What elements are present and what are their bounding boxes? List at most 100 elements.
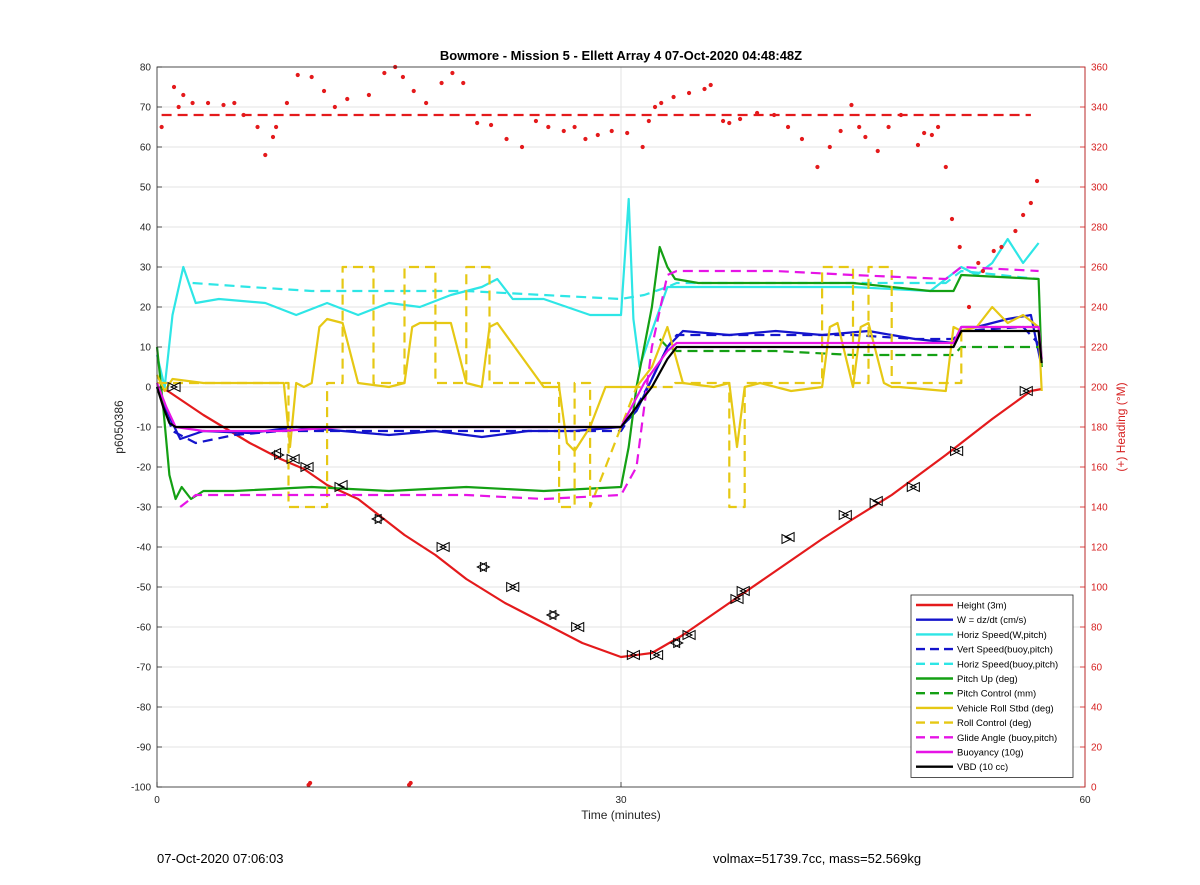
series-vehicle-roll-stbd-deg: [156, 305, 1043, 453]
series-horiz-speed-buoy-pitch: [192, 269, 1039, 301]
x-tick-label: 30: [615, 795, 627, 806]
series-buoyancy-10g: [155, 325, 1043, 433]
y-tick-label-left: -100: [131, 783, 151, 794]
heading-point: [849, 102, 854, 108]
y-tick-label-left: 80: [140, 63, 152, 74]
heading-point: [332, 104, 337, 110]
y-tick-label-left: -90: [137, 743, 152, 754]
heading-point: [929, 132, 934, 138]
left-triangle-marker: [739, 585, 750, 597]
heading-point: [652, 104, 658, 110]
heading-point: [382, 70, 387, 76]
y-tick-label-left: 0: [145, 383, 151, 394]
heading-point: [561, 128, 566, 134]
left-triangle-marker: [872, 495, 883, 507]
heading-point: [270, 134, 276, 140]
heading-point: [400, 74, 406, 80]
left-triangle-marker: [573, 621, 585, 633]
series-roll-control-deg: [157, 265, 1039, 509]
y-tick-label-right: 0: [1091, 783, 1097, 794]
heading-point: [976, 260, 981, 266]
y-tick-label-right: 40: [1091, 703, 1103, 714]
left-triangle-marker: [952, 445, 964, 457]
left-triangle-marker: [371, 513, 382, 525]
right-triangle-marker: [167, 381, 179, 393]
footer-timestamp: 07-Oct-2020 07:06:03: [157, 851, 284, 866]
right-triangle-marker: [300, 461, 312, 473]
legend-label: Horiz Speed(W,pitch): [957, 630, 1047, 641]
right-triangle-marker: [626, 649, 638, 661]
heading-point: [366, 92, 371, 98]
series-glide-angle-buoy-pitch: [179, 265, 1039, 508]
y-tick-label-left: -10: [137, 423, 152, 434]
heading-point: [659, 100, 664, 106]
y-tick-label-left: 40: [140, 223, 152, 234]
heading-point: [609, 128, 614, 134]
right-triangle-marker: [479, 561, 491, 573]
heading-point: [838, 128, 843, 134]
y-tick-label-left: -80: [137, 703, 152, 714]
left-triangle-marker: [289, 453, 300, 465]
heading-point: [1034, 178, 1040, 184]
left-triangle-marker: [508, 581, 520, 593]
heading-point: [1013, 228, 1018, 234]
left-triangle-marker: [476, 561, 487, 573]
heading-point: [263, 152, 268, 158]
y-axis-label-right: (+) Heading (°M): [1114, 382, 1128, 471]
legend-label: Vehicle Roll Stbd (deg): [957, 703, 1054, 714]
y-tick-label-right: 100: [1091, 583, 1108, 594]
heading-point: [475, 120, 480, 126]
heading-point: [857, 124, 862, 130]
heading-point: [295, 72, 300, 78]
x-tick-label: 60: [1079, 795, 1091, 806]
heading-point: [171, 84, 177, 90]
right-triangle-marker: [549, 609, 561, 621]
heading-point: [583, 136, 588, 142]
y-tick-label-right: 260: [1091, 263, 1108, 274]
heading-point: [886, 124, 891, 130]
y-tick-label-left: -50: [137, 583, 152, 594]
y-tick-label-right: 80: [1091, 623, 1103, 634]
chart-title: Bowmore - Mission 5 - Ellett Array 4 07-…: [440, 48, 802, 63]
right-triangle-marker: [682, 629, 694, 641]
y-tick-label-right: 60: [1091, 663, 1103, 674]
legend-label: Horiz Speed(buoy,pitch): [957, 659, 1058, 670]
heading-point: [949, 216, 955, 222]
y-tick-label-right: 240: [1091, 303, 1108, 314]
series-vert-speed-buoy-pitch: [155, 325, 1043, 445]
y-tick-label-left: 30: [140, 263, 152, 274]
y-axis-label-left: p6050386: [112, 400, 126, 454]
legend-label: Pitch Up (deg): [957, 674, 1018, 685]
x-axis-label: Time (minutes): [581, 808, 661, 822]
footer-vehicle-params: volmax=51739.7cc, mass=52.569kg: [713, 851, 922, 866]
heading-point: [646, 118, 651, 124]
right-triangle-marker: [1019, 385, 1031, 397]
series-pitch-control-mm: [658, 338, 1039, 357]
heading-point: [411, 88, 416, 94]
left-triangle-marker: [732, 593, 744, 605]
heading-point: [450, 70, 455, 76]
right-triangle-marker: [950, 445, 961, 457]
y-tick-label-right: 220: [1091, 343, 1108, 354]
heading-point: [439, 80, 444, 86]
y-tick-label-left: -30: [137, 503, 152, 514]
left-triangle-marker: [302, 461, 314, 473]
heading-point: [991, 248, 996, 254]
left-triangle-marker: [270, 447, 282, 459]
legend-label: Buoyancy (10g): [957, 748, 1024, 759]
right-triangle-marker: [650, 649, 661, 661]
y-tick-label-right: 200: [1091, 383, 1108, 394]
left-triangle-marker: [652, 649, 664, 661]
right-triangle-marker: [374, 513, 386, 525]
heading-point: [309, 74, 314, 80]
right-triangle-marker: [673, 637, 684, 649]
heading-point: [284, 100, 290, 106]
heading-point: [935, 124, 941, 130]
heading-point: [966, 304, 972, 310]
y-tick-label-left: -20: [137, 463, 152, 474]
heading-point: [922, 130, 927, 136]
y-tick-label-right: 280: [1091, 223, 1108, 234]
heading-point: [1021, 212, 1026, 218]
heading-point: [321, 88, 327, 94]
y-tick-label-left: 70: [140, 103, 152, 114]
